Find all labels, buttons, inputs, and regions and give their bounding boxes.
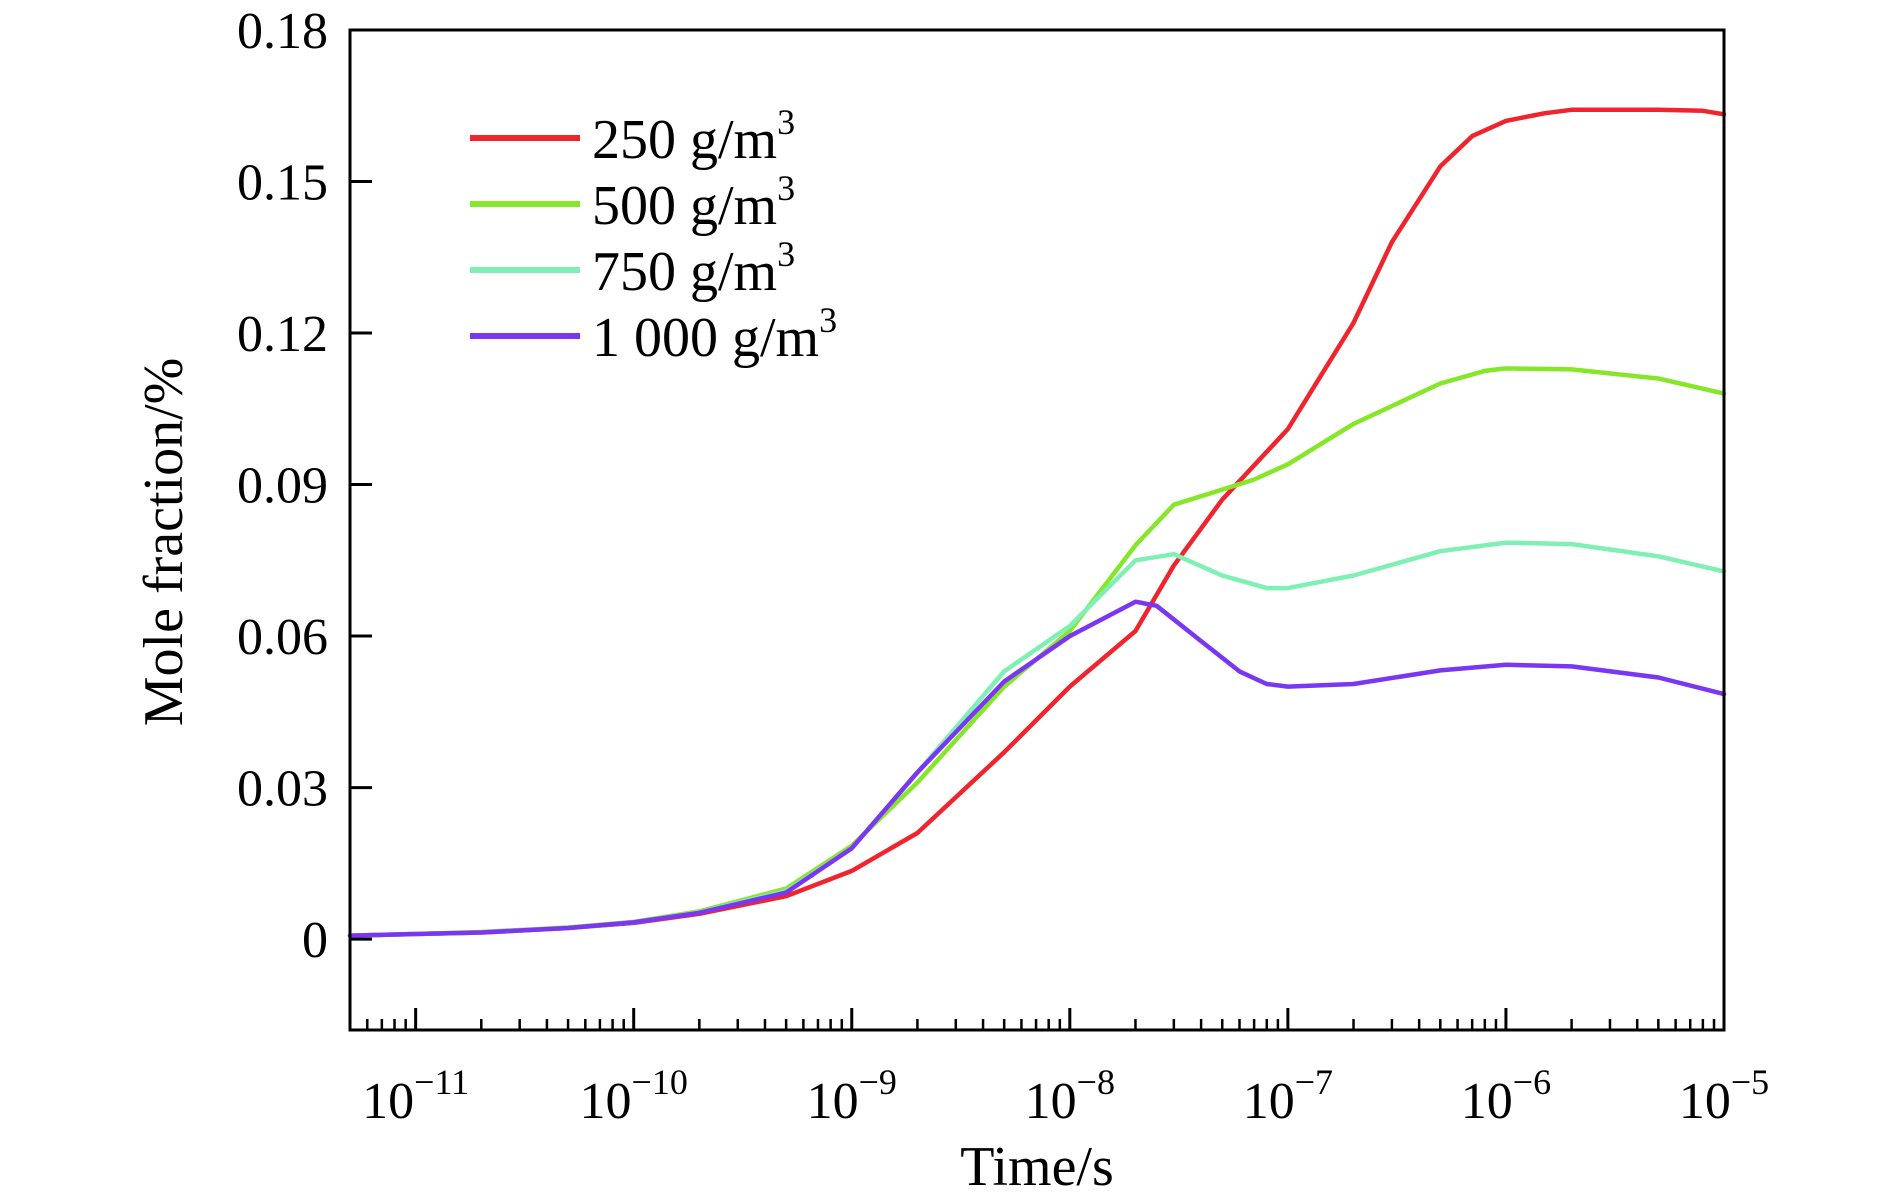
plot-frame xyxy=(348,28,1726,1032)
x-tick-label-exponent: −11 xyxy=(414,1062,469,1102)
y-tick-label: 0.03 xyxy=(237,761,328,818)
x-tick-label: 10−7 xyxy=(1243,1062,1333,1130)
plot-lines xyxy=(347,107,1727,938)
y-tick-label: 0.18 xyxy=(237,3,328,60)
y-tick-label: 0.12 xyxy=(237,306,328,363)
x-axis-title: Time/s xyxy=(960,1136,1114,1198)
x-tick-label-exponent: −6 xyxy=(1513,1062,1551,1102)
legend-label-1: 500 g/m3 xyxy=(592,168,795,237)
legend-label-superscript: 3 xyxy=(777,102,795,142)
legend-label-main: 500 g/m xyxy=(592,175,777,237)
x-tick-label-base: 10 xyxy=(362,1073,414,1130)
x-tick-label-exponent: −7 xyxy=(1295,1062,1333,1102)
legend-label-2: 750 g/m3 xyxy=(592,234,795,303)
x-tick-label-exponent: −8 xyxy=(1077,1062,1115,1102)
legend-label-superscript: 3 xyxy=(819,300,837,340)
y-axis-title: Mole fraction/% xyxy=(133,358,195,727)
legend-label-main: 250 g/m xyxy=(592,109,777,171)
x-tick-label: 10−10 xyxy=(580,1062,688,1130)
x-tick-label: 10−11 xyxy=(362,1062,469,1130)
y-axis: 0 0.03 0.06 0.09 0.12 0.15 0.18 xyxy=(237,3,372,969)
x-axis: 10−11 10−10 10−9 10−8 10−7 10−6 10−5 xyxy=(348,1008,1769,1130)
legend-label-3: 1 000 g/m3 xyxy=(592,300,837,369)
x-tick-label-base: 10 xyxy=(1461,1073,1513,1130)
x-tick-label-exponent: −10 xyxy=(632,1062,688,1102)
y-tick-label: 0.15 xyxy=(237,155,328,212)
x-tick-label: 10−8 xyxy=(1025,1062,1115,1130)
y-tick-label: 0 xyxy=(302,912,328,969)
x-tick-label-exponent: −5 xyxy=(1731,1062,1769,1102)
legend-label-superscript: 3 xyxy=(777,168,795,208)
x-tick-label-base: 10 xyxy=(1025,1073,1077,1130)
legend-label-main: 1 000 g/m xyxy=(592,307,819,369)
x-tick-label: 10−9 xyxy=(807,1062,897,1130)
y-tick-label: 0.06 xyxy=(237,609,328,666)
series-line-3 xyxy=(347,599,1727,938)
legend-label-0: 250 g/m3 xyxy=(592,102,795,171)
x-tick-label-base: 10 xyxy=(1679,1073,1731,1130)
x-tick-label-base: 10 xyxy=(1243,1073,1295,1130)
x-tick-label-base: 10 xyxy=(580,1073,632,1130)
x-tick-label: 10−5 xyxy=(1679,1062,1769,1130)
x-tick-label: 10−6 xyxy=(1461,1062,1551,1130)
x-tick-label-exponent: −9 xyxy=(859,1062,897,1102)
legend-label-superscript: 3 xyxy=(777,234,795,274)
legend-label-main: 750 g/m xyxy=(592,241,777,303)
y-tick-label: 0.09 xyxy=(237,458,328,515)
x-tick-label-base: 10 xyxy=(807,1073,859,1130)
